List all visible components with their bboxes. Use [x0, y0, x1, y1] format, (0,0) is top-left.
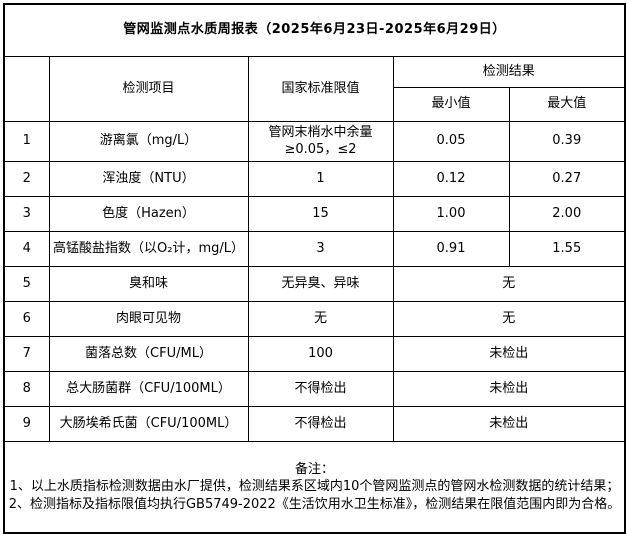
item-cell: 高锰酸盐指数（以O₂计，mg/L）: [48, 230, 249, 267]
row-number: 5: [3, 265, 50, 302]
result-cell: 未检出: [392, 370, 626, 407]
table-row: 9 大肠埃希氏菌（CFU/100ML） 不得检出 未检出: [3, 405, 626, 442]
item-cell: 色度（Hazen）: [48, 195, 249, 232]
result-cell: 无: [392, 265, 626, 302]
notes-cell: 备注： 1、以上水质指标检测数据由水厂提供，检测结果系区域内10个管网监测点的管…: [3, 440, 626, 534]
result-cell: 无: [392, 300, 626, 337]
item-cell: 臭和味: [48, 265, 249, 302]
min-value-cell: 0.12: [392, 160, 510, 197]
limit-cell: 无: [247, 300, 394, 337]
row-number: 9: [3, 405, 50, 442]
notes-line-1: 1、以上水质指标检测数据由水厂提供，检测结果系区域内10个管网监测点的管网水检测…: [9, 479, 620, 495]
table-row: 8 总大肠菌群（CFU/100ML） 不得检出 未检出: [3, 370, 626, 407]
table-row: 2 浑浊度（NTU） 1 0.12 0.27: [3, 160, 626, 197]
row-number: 1: [3, 120, 50, 162]
max-value-cell: 1.55: [508, 230, 626, 267]
row-number: 7: [3, 335, 50, 372]
table-row: 3 色度（Hazen） 15 1.00 2.00: [3, 195, 626, 232]
limit-cell: 3: [247, 230, 394, 267]
limit-cell: 15: [247, 195, 394, 232]
header-row-top: 检测项目 国家标准限值 检测结果: [3, 55, 626, 122]
notes-line-2: 2、检测指标及指标限值均执行GB5749-2022《生活饮用水卫生标准》，检测结…: [8, 496, 621, 512]
header-index: [3, 55, 50, 122]
row-number: 2: [3, 160, 50, 197]
item-cell: 总大肠菌群（CFU/100ML）: [48, 370, 249, 407]
row-number: 3: [3, 195, 50, 232]
table-row: 1 游离氯（mg/L） 管网末梢水中余量≥0.05，≤2 0.05 0.39: [3, 120, 626, 162]
notes-row: 备注： 1、以上水质指标检测数据由水厂提供，检测结果系区域内10个管网监测点的管…: [3, 440, 626, 534]
max-value-cell: 0.27: [508, 160, 626, 197]
item-cell: 游离氯（mg/L）: [48, 120, 249, 162]
min-value-cell: 0.05: [392, 120, 510, 162]
row-number: 8: [3, 370, 50, 407]
notes-label: 备注：: [294, 461, 334, 477]
limit-cell: 不得检出: [247, 370, 394, 407]
table-row: 6 肉眼可见物 无 无: [3, 300, 626, 337]
min-value-cell: 0.91: [392, 230, 510, 267]
item-cell: 肉眼可见物: [48, 300, 249, 337]
limit-cell: 不得检出: [247, 405, 394, 442]
item-cell: 浑浊度（NTU）: [48, 160, 249, 197]
title-row: 管网监测点水质周报表（2025年6月23日-2025年6月29日）: [3, 3, 626, 57]
row-number: 4: [3, 230, 50, 267]
result-cell: 未检出: [392, 405, 626, 442]
item-cell: 大肠埃希氏菌（CFU/100ML）: [48, 405, 249, 442]
item-cell: 菌落总数（CFU/ML）: [48, 335, 249, 372]
table-row: 5 臭和味 无异臭、异味 无: [3, 265, 626, 302]
header-row-bottom: 最小值 最大值: [4, 86, 626, 122]
limit-cell: 管网末梢水中余量≥0.05，≤2: [247, 120, 394, 162]
table-row: 7 菌落总数（CFU/ML） 100 未检出: [3, 335, 626, 372]
header-item: 检测项目: [48, 55, 249, 122]
table-row: 4 高锰酸盐指数（以O₂计，mg/L） 3 0.91 1.55: [3, 230, 626, 267]
limit-cell: 100: [247, 335, 394, 372]
water-quality-report-table: 管网监测点水质周报表（2025年6月23日-2025年6月29日） 检测项目 国…: [3, 3, 626, 534]
max-value-cell: 2.00: [508, 195, 626, 232]
limit-cell: 无异臭、异味: [247, 265, 394, 302]
header-limit: 国家标准限值: [247, 55, 394, 122]
row-number: 6: [3, 300, 50, 337]
limit-cell: 1: [247, 160, 394, 197]
header-min: 最小值: [392, 86, 510, 122]
page-title: 管网监测点水质周报表（2025年6月23日-2025年6月29日）: [3, 3, 626, 57]
result-cell: 未检出: [392, 335, 626, 372]
header-max: 最大值: [508, 86, 626, 122]
min-value-cell: 1.00: [392, 195, 510, 232]
max-value-cell: 0.39: [508, 120, 626, 162]
header-result: 检测结果: [392, 55, 626, 88]
